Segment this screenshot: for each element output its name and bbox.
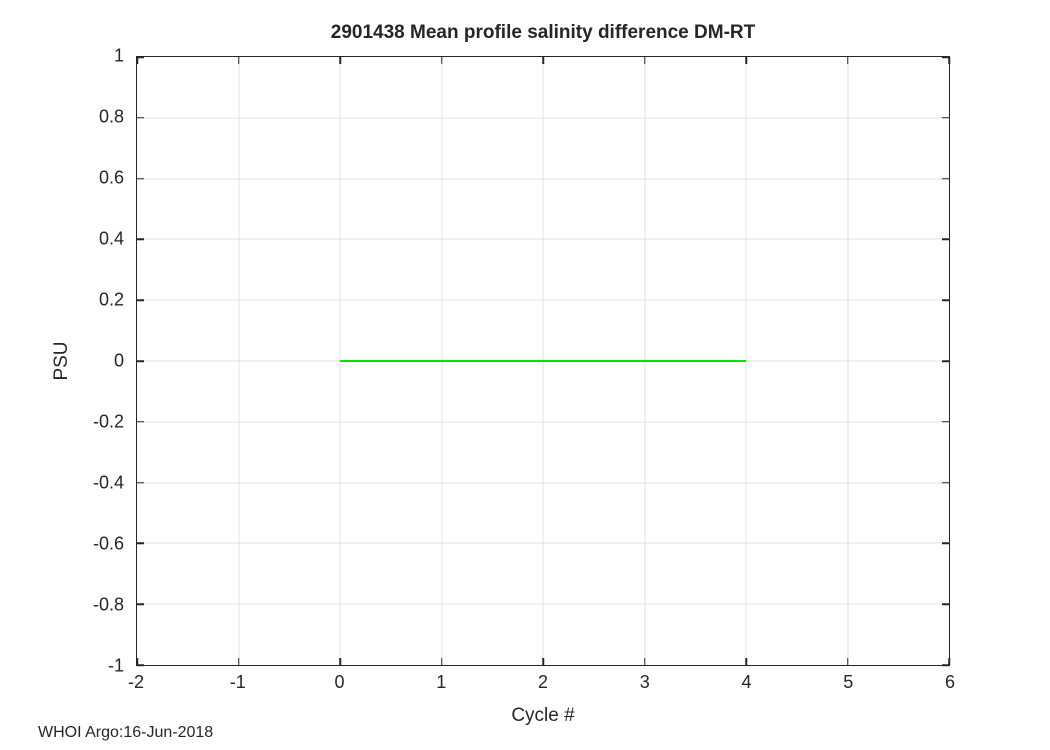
x-tick-mark — [440, 658, 443, 665]
x-tick-labels: -2 -1 0 1 2 3 4 5 6 — [128, 672, 955, 698]
x-axis-label: Cycle # — [511, 705, 575, 726]
y-tick-labels: -1 -0.8 -0.6 -0.4 -0.2 0 0.2 0.4 0.6 0.8 1 — [0, 46, 126, 676]
y-tick-mark — [137, 117, 144, 119]
y-tick-label: 1 — [113, 45, 124, 66]
series-layer — [137, 57, 949, 665]
y-tick-mark — [942, 481, 949, 484]
plot-area — [136, 56, 950, 666]
x-tick-mark — [745, 57, 747, 64]
y-tick-mark — [942, 664, 949, 666]
x-tick-mark — [745, 658, 747, 665]
y-tick-mark — [137, 421, 144, 423]
y-tick-label: -1 — [107, 655, 124, 676]
gridline-horizontal — [137, 178, 949, 180]
x-tick-mark — [846, 658, 849, 665]
y-tick-mark — [137, 299, 144, 301]
x-tick-label: 6 — [944, 672, 956, 692]
x-tick-mark — [237, 658, 240, 665]
x-tick-mark — [237, 57, 240, 64]
y-tick-mark — [942, 238, 949, 241]
y-tick-mark — [942, 56, 949, 58]
footer-note: WHOI Argo:16-Jun-2018 — [38, 724, 214, 741]
x-tick-mark — [440, 57, 443, 64]
y-tick-mark — [942, 360, 949, 362]
y-tick-label: 0.2 — [98, 289, 124, 310]
x-tick-label: -2 — [127, 672, 145, 692]
gridline-horizontal — [137, 238, 949, 240]
y-tick-mark — [942, 421, 949, 423]
gridline-horizontal — [137, 117, 949, 119]
gridline-horizontal — [137, 299, 949, 301]
x-tick-mark — [136, 57, 138, 64]
x-tick-mark — [136, 658, 138, 665]
y-tick-label: -0.2 — [92, 411, 124, 432]
y-tick-mark — [137, 603, 144, 605]
y-tick-label: 0.4 — [98, 228, 124, 249]
y-tick-mark — [137, 238, 144, 241]
chart-title: 2901438 Mean profile salinity difference… — [330, 22, 756, 43]
x-tick-label: 5 — [843, 672, 854, 692]
y-tick-mark — [137, 360, 144, 362]
y-tick-label: -0.8 — [92, 594, 124, 615]
x-tick-mark — [542, 658, 544, 665]
y-tick-mark — [942, 299, 949, 301]
x-tick-mark — [948, 57, 950, 64]
y-tick-mark — [137, 542, 144, 545]
y-tick-label: -0.6 — [92, 533, 124, 554]
y-tick-mark — [942, 177, 949, 180]
y-axis-label: PSU — [51, 341, 72, 381]
x-tick-label: 2 — [537, 672, 549, 692]
y-tick-mark — [137, 177, 144, 180]
gridline-horizontal — [137, 603, 949, 605]
gridline-horizontal — [137, 421, 949, 423]
x-tick-label: 1 — [436, 672, 447, 692]
x-tick-label: 3 — [639, 672, 650, 692]
y-tick-label: 0.6 — [98, 167, 124, 188]
x-tick-mark — [846, 57, 849, 64]
x-tick-mark — [643, 57, 646, 64]
gridline-horizontal — [137, 542, 949, 544]
y-tick-mark — [942, 117, 949, 119]
gridline-horizontal — [137, 482, 949, 484]
x-tick-label: 4 — [741, 672, 752, 692]
y-tick-label: 0.8 — [98, 106, 124, 127]
y-tick-mark — [137, 56, 144, 58]
y-tick-label: 0 — [113, 350, 124, 371]
x-tick-mark — [542, 57, 544, 64]
x-tick-label: 0 — [334, 672, 345, 692]
y-tick-mark — [942, 603, 949, 605]
y-tick-mark — [137, 664, 144, 666]
x-tick-mark — [948, 658, 950, 665]
y-tick-label: -0.4 — [92, 472, 124, 493]
x-tick-mark — [643, 658, 646, 665]
x-tick-mark — [339, 57, 341, 64]
x-tick-mark — [339, 658, 341, 665]
y-tick-mark — [137, 481, 144, 484]
x-tick-label: -1 — [229, 672, 246, 692]
y-tick-mark — [942, 542, 949, 545]
